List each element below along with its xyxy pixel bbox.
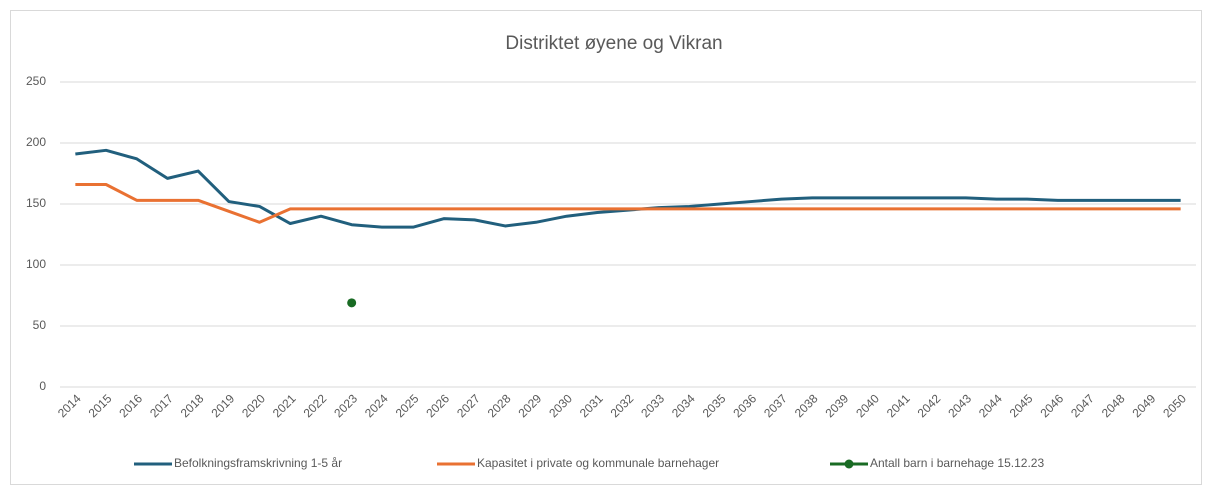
legend-label: Antall barn i barnehage 15.12.23 bbox=[870, 456, 1044, 470]
y-tick-label: 100 bbox=[26, 257, 46, 271]
legend-label: Kapasitet i private og kommunale barneha… bbox=[477, 456, 719, 470]
chart-title: Distriktet øyene og Vikran bbox=[505, 33, 722, 54]
series-line bbox=[75, 182, 1181, 224]
data-point bbox=[347, 298, 357, 308]
y-tick-label: 150 bbox=[26, 196, 46, 210]
chart-border bbox=[10, 10, 1202, 485]
y-tick-label: 0 bbox=[39, 379, 46, 393]
y-tick-label: 200 bbox=[26, 135, 46, 149]
y-tick-label: 50 bbox=[33, 318, 47, 332]
legend-marker bbox=[844, 459, 854, 469]
y-tick-label: 250 bbox=[26, 74, 46, 88]
legend-label: Befolkningsframskrivning 1-5 år bbox=[174, 456, 342, 470]
